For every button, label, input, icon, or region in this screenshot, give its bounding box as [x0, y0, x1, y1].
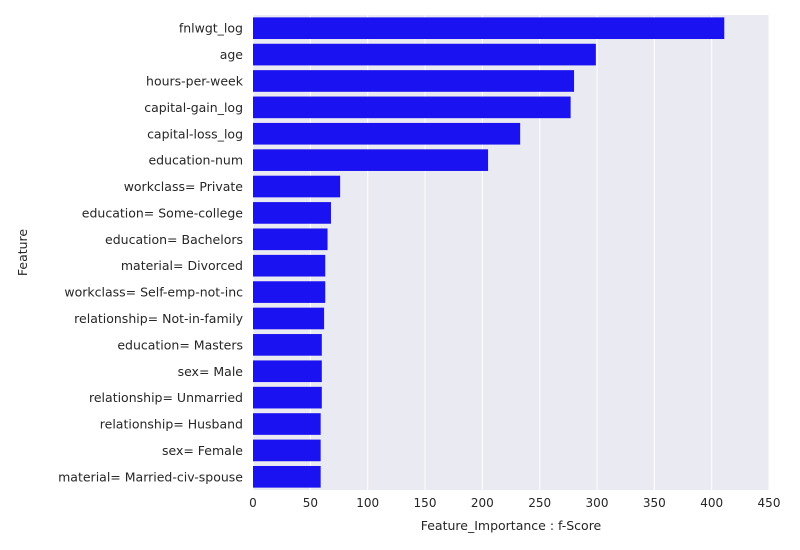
bar: [253, 96, 571, 119]
bar: [253, 202, 331, 224]
y-tick-label: capital-loss_log: [147, 126, 243, 141]
y-tick-label: education-num: [148, 153, 243, 168]
x-tick-label: 200: [471, 496, 494, 510]
x-tick-label: 100: [356, 496, 379, 510]
bar: [253, 334, 322, 356]
x-tick-label: 150: [414, 496, 437, 510]
x-tick-label: 450: [758, 496, 781, 510]
y-tick-label: workclass= Self-emp-not-inc: [64, 285, 243, 300]
y-tick-label: education= Some-college: [82, 205, 244, 220]
bar: [253, 149, 489, 171]
y-tick-label: sex= Male: [178, 364, 244, 379]
bar: [253, 386, 322, 409]
x-tick-label: 0: [249, 496, 257, 510]
x-tick-label: 350: [643, 496, 666, 510]
bar: [253, 439, 321, 462]
bar: [253, 465, 321, 488]
plot-background: [253, 15, 769, 490]
x-tick-label: 400: [700, 496, 723, 510]
x-tick-label: 250: [528, 496, 551, 510]
y-axis-label: Feature: [15, 229, 30, 277]
y-tick-label: education= Bachelors: [105, 232, 243, 247]
x-axis-label: Feature_Importance : f-Score: [421, 518, 602, 533]
bar: [253, 175, 341, 198]
bar: [253, 17, 725, 40]
y-tick-label: material= Married-civ-spouse: [58, 469, 243, 484]
x-gridlines: [252, 15, 770, 490]
bar: [253, 122, 521, 145]
x-tick-label: 300: [586, 496, 609, 510]
bar: [253, 307, 325, 330]
y-tick-label: relationship= Not-in-family: [74, 311, 243, 326]
y-tick-label: capital-gain_log: [144, 100, 243, 115]
bar: [253, 281, 326, 303]
y-tick-label: relationship= Unmarried: [89, 390, 243, 405]
bar: [253, 70, 575, 92]
y-tick-label: material= Divorced: [121, 258, 243, 273]
bar: [253, 360, 322, 383]
y-tick-label: relationship= Husband: [100, 417, 243, 432]
y-tick-label: education= Masters: [117, 337, 243, 352]
x-tick-labels: 0 50 100 150 200 250 300 350 400 450: [249, 496, 780, 510]
bar: [253, 43, 596, 66]
y-tick-label: sex= Female: [162, 443, 243, 458]
bar: [253, 413, 321, 435]
y-tick-label: fnlwgt_log: [179, 21, 243, 36]
y-tick-label: workclass= Private: [124, 179, 244, 194]
y-tick-label: hours-per-week: [146, 73, 244, 88]
x-tick-label: 50: [303, 496, 318, 510]
bars-group: [253, 17, 725, 488]
y-tick-label: age: [220, 47, 244, 62]
bar: [253, 254, 326, 277]
bar: [253, 228, 328, 251]
